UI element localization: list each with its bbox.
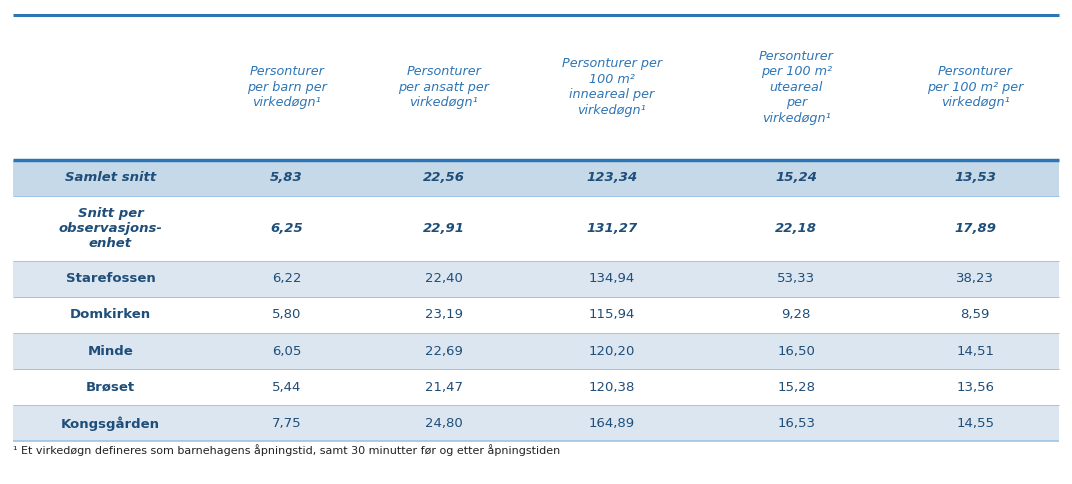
- Text: 22,91: 22,91: [422, 222, 465, 235]
- Text: 5,83: 5,83: [270, 171, 303, 184]
- Text: 6,22: 6,22: [272, 272, 301, 285]
- Text: 16,53: 16,53: [777, 417, 815, 430]
- Text: Personturer per
100 m²
inneareal per
virkedøgn¹: Personturer per 100 m² inneareal per vir…: [562, 57, 661, 117]
- Text: 17,89: 17,89: [954, 222, 996, 235]
- Bar: [13, 297, 1059, 333]
- Text: ¹ Et virkedøgn defineres som barnehagens åpningstid, samt 30 minutter før og ett: ¹ Et virkedøgn defineres som barnehagens…: [13, 444, 560, 456]
- Text: 131,27: 131,27: [586, 222, 638, 235]
- Text: Personturer
per 100 m² per
virkedøgn¹: Personturer per 100 m² per virkedøgn¹: [927, 65, 1024, 109]
- Text: Samlet snitt: Samlet snitt: [64, 171, 157, 184]
- Text: Brøset: Brøset: [86, 381, 135, 394]
- Text: 16,50: 16,50: [777, 345, 815, 358]
- Text: 22,56: 22,56: [422, 171, 465, 184]
- Text: 22,69: 22,69: [425, 345, 463, 358]
- Text: 15,24: 15,24: [775, 171, 817, 184]
- Text: 15,28: 15,28: [777, 381, 815, 394]
- Text: Domkirken: Domkirken: [70, 308, 151, 321]
- Text: 23,19: 23,19: [425, 308, 463, 321]
- Text: 14,55: 14,55: [956, 417, 994, 430]
- Text: 5,44: 5,44: [272, 381, 301, 394]
- Text: 120,20: 120,20: [589, 345, 635, 358]
- Text: Minde: Minde: [88, 345, 133, 358]
- Text: 8,59: 8,59: [961, 308, 989, 321]
- Bar: [13, 160, 1059, 196]
- Text: 9,28: 9,28: [781, 308, 810, 321]
- Text: Snitt per
observasjons-
enhet: Snitt per observasjons- enhet: [59, 207, 162, 250]
- Text: 38,23: 38,23: [956, 272, 994, 285]
- Text: 13,56: 13,56: [956, 381, 994, 394]
- Text: 164,89: 164,89: [589, 417, 635, 430]
- Text: 7,75: 7,75: [272, 417, 301, 430]
- Bar: [13, 369, 1059, 405]
- Bar: [13, 333, 1059, 369]
- Text: Personturer
per barn per
virkedøgn¹: Personturer per barn per virkedøgn¹: [247, 65, 327, 109]
- Text: Personturer
per ansatt per
virkedøgn¹: Personturer per ansatt per virkedøgn¹: [399, 65, 489, 109]
- Text: 21,47: 21,47: [425, 381, 463, 394]
- Text: 14,51: 14,51: [956, 345, 994, 358]
- Text: 6,25: 6,25: [270, 222, 303, 235]
- Text: 22,40: 22,40: [425, 272, 463, 285]
- Text: 134,94: 134,94: [589, 272, 635, 285]
- Text: 53,33: 53,33: [777, 272, 816, 285]
- Bar: [13, 261, 1059, 297]
- Text: 123,34: 123,34: [586, 171, 638, 184]
- Text: 24,80: 24,80: [425, 417, 463, 430]
- Text: Starefossen: Starefossen: [65, 272, 155, 285]
- Text: Kongsgården: Kongsgården: [61, 416, 160, 431]
- Text: 6,05: 6,05: [272, 345, 301, 358]
- Text: 115,94: 115,94: [589, 308, 635, 321]
- Text: 22,18: 22,18: [775, 222, 817, 235]
- Bar: [13, 405, 1059, 441]
- Text: 5,80: 5,80: [272, 308, 301, 321]
- Text: Personturer
per 100 m²
uteareal
per
virkedøgn¹: Personturer per 100 m² uteareal per virk…: [759, 49, 834, 124]
- Text: 13,53: 13,53: [954, 171, 996, 184]
- Text: 120,38: 120,38: [589, 381, 635, 394]
